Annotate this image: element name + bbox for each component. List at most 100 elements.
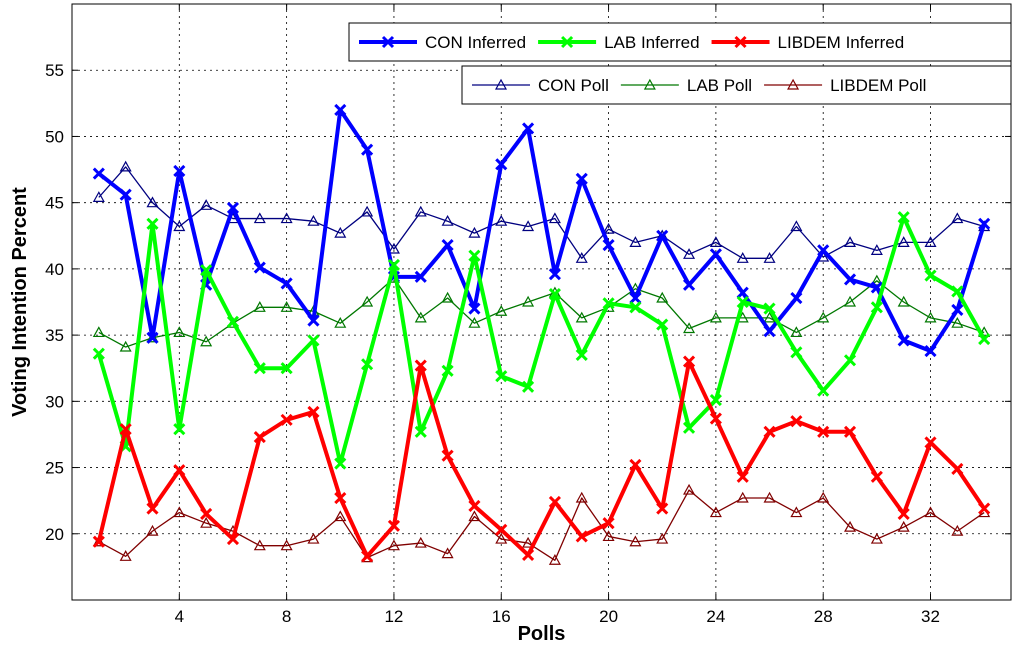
data-point (334, 226, 347, 238)
legend-item-lab-poll: LAB Poll (620, 76, 752, 95)
data-point (119, 340, 132, 352)
data-point (897, 334, 910, 347)
data-point (817, 425, 830, 438)
data-point (414, 311, 427, 323)
y-tick-label: 50 (45, 127, 64, 146)
ticks: 4 8 12 16 20 24 28 32 20 25 30 35 40 45 50 55 (45, 4, 1011, 626)
data-point (200, 507, 213, 520)
data-point (951, 316, 964, 328)
data-point (924, 269, 937, 282)
data-point (119, 423, 132, 436)
data-point (495, 158, 508, 171)
data-point (200, 264, 213, 277)
data-point (146, 196, 159, 208)
data-point (495, 370, 508, 383)
data-point (656, 532, 669, 544)
data-point (870, 274, 883, 286)
data-point (414, 536, 427, 548)
data-point (682, 355, 696, 368)
data-point (334, 103, 347, 117)
data-point (200, 199, 213, 210)
data-point (817, 384, 830, 397)
data-point (843, 273, 857, 286)
data-point (817, 244, 830, 257)
data-point (548, 495, 561, 509)
x-tick-label: 20 (599, 607, 618, 626)
series-libdem-poll (92, 483, 991, 565)
data-point (441, 547, 454, 559)
data-point (924, 344, 937, 358)
series-libdem-inferred (92, 355, 991, 563)
data-point (522, 380, 535, 393)
data-point (522, 220, 535, 232)
data-point (897, 507, 910, 520)
data-point (495, 305, 508, 316)
data-point (897, 295, 910, 307)
data-point (978, 502, 991, 515)
data-point (92, 535, 105, 548)
data-point (92, 326, 105, 338)
data-point (307, 334, 320, 347)
x-tick-label: 4 (175, 607, 184, 626)
legend-swatch-marker (494, 78, 508, 90)
data-point (548, 287, 561, 301)
x-axis-title: Polls (518, 623, 566, 645)
data-point (468, 510, 481, 522)
legends: CON Inferred LAB Inferred LIBDEM InferredC… (348, 22, 1012, 105)
y-axis-title: Voting Intention Percent (9, 187, 31, 417)
data-point (119, 188, 132, 201)
data-point (683, 483, 696, 495)
data-point (763, 302, 776, 315)
data-point (736, 286, 749, 299)
series-line-lab-poll (98, 277, 985, 348)
data-point (522, 536, 535, 548)
data-point (307, 405, 320, 418)
data-point (844, 236, 857, 247)
x-tick-label: 28 (814, 607, 833, 626)
data-point (790, 506, 803, 518)
data-point (495, 523, 508, 536)
data-point (173, 423, 186, 436)
legend-label: LAB Inferred (604, 33, 699, 52)
legend-swatch-marker (787, 78, 800, 90)
data-point (790, 326, 803, 338)
data-point (951, 303, 964, 317)
series-line-libdem-inferred (96, 359, 986, 559)
data-point (280, 413, 293, 426)
data-point (280, 212, 293, 224)
legend-swatch-marker (561, 35, 574, 49)
data-point (683, 322, 696, 334)
data-point (843, 354, 857, 367)
data-point (280, 301, 293, 312)
data-point (307, 532, 320, 544)
data-point (173, 506, 186, 518)
plot-frame (71, 3, 1012, 601)
data-point (253, 212, 266, 224)
data-point (978, 217, 991, 230)
data-point (709, 248, 722, 261)
data-point (92, 347, 105, 360)
x-tick-label: 12 (384, 607, 403, 626)
data-point (307, 314, 320, 327)
data-point (361, 550, 374, 563)
series-con-poll (92, 160, 991, 263)
data-point (441, 214, 454, 226)
data-point (253, 362, 266, 375)
data-point (253, 539, 266, 551)
data-point (897, 236, 910, 247)
data-point (226, 533, 240, 546)
data-point (468, 316, 481, 328)
legend-swatch-marker (643, 78, 656, 90)
data-point (656, 318, 669, 331)
data-point (602, 222, 615, 234)
data-point (629, 535, 642, 547)
data-point (790, 346, 803, 359)
data-point (924, 506, 937, 518)
data-point (682, 421, 696, 434)
data-point (629, 236, 642, 247)
data-point (361, 295, 374, 307)
data-point (441, 449, 454, 462)
legend-label: LIBDEM Inferred (778, 33, 905, 52)
data-point (844, 295, 857, 307)
